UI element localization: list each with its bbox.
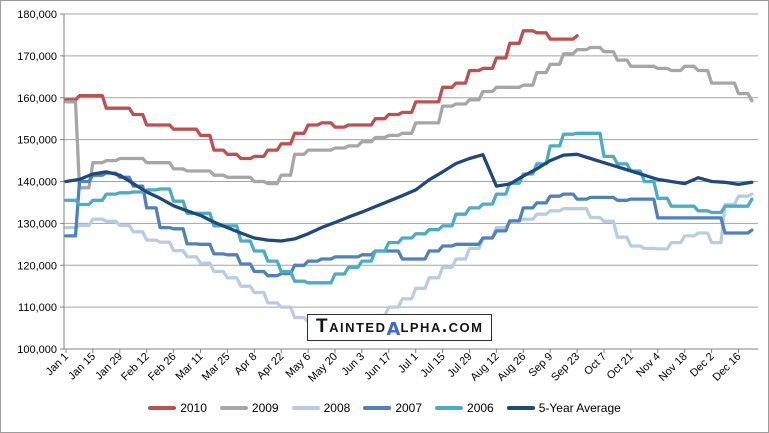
- watermark-prefix: Tainted: [316, 316, 387, 337]
- chart-legend: 2010 2009 2008 2007 2006 5-Year Average: [1, 401, 768, 415]
- legend-swatch: [219, 406, 248, 410]
- x-axis-label: Feb 26: [146, 351, 179, 384]
- series-line-2009: [64, 45, 754, 190]
- x-axis-label: Dec 16: [710, 351, 743, 384]
- legend-label: 2010: [180, 401, 207, 415]
- x-axis-label: Jul 15: [418, 351, 447, 380]
- x-axis-label: Feb 12: [119, 351, 152, 384]
- y-axis-label: 100,000: [17, 344, 57, 356]
- x-axis-label: Mar 25: [200, 351, 233, 384]
- legend-item-2006: 2006: [435, 401, 494, 415]
- x-axis-label: Apr 22: [255, 351, 286, 382]
- y-axis-label: 120,000: [17, 260, 57, 272]
- y-axis-label: 170,000: [17, 51, 57, 63]
- series-line-2007: [64, 171, 754, 278]
- x-axis-label: Mar 11: [174, 351, 206, 383]
- watermark: Taintedαlpha.com: [307, 312, 493, 341]
- x-axis-label: Nov 18: [657, 351, 690, 384]
- x-axis-label: Jun 17: [362, 351, 394, 383]
- series-line-2006: [64, 131, 754, 285]
- y-axis-label: 140,000: [17, 177, 57, 189]
- y-axis-label: 150,000: [17, 135, 57, 147]
- legend-swatch: [435, 406, 464, 410]
- x-axis-label: Sep 23: [549, 351, 582, 384]
- x-axis-label: Oct 21: [605, 351, 636, 382]
- x-axis-label: Jan 15: [66, 351, 98, 383]
- series-line-5-year-average: [64, 152, 754, 243]
- x-axis-label: Jan 29: [93, 351, 125, 383]
- legend-item-2010: 2010: [148, 401, 207, 415]
- watermark-alpha: α: [386, 312, 401, 341]
- legend-label: 2008: [323, 401, 351, 415]
- legend-swatch: [291, 406, 320, 410]
- legend-item-5-year-average: 5-Year Average: [506, 401, 621, 415]
- legend-label: 5-Year Average: [538, 401, 621, 415]
- watermark-suffix: lpha.com: [400, 316, 484, 337]
- legend-label: 2007: [395, 401, 423, 415]
- legend-label: 2009: [251, 401, 279, 415]
- legend-item-2009: 2009: [219, 401, 279, 415]
- x-axis-label: Jul 1: [396, 351, 421, 376]
- legend-swatch: [506, 406, 535, 410]
- legend-item-2008: 2008: [291, 401, 351, 415]
- y-axis-label: 130,000: [17, 218, 57, 230]
- x-axis-label: Aug 26: [495, 351, 528, 384]
- y-axis-label: 180,000: [17, 9, 57, 21]
- y-axis-label: 160,000: [17, 93, 57, 105]
- series-line-2010: [64, 29, 579, 161]
- legend-item-2007: 2007: [363, 401, 422, 415]
- series-line-2008: [64, 192, 754, 328]
- x-axis-label: Aug 12: [468, 351, 501, 384]
- legend-label: 2006: [467, 401, 494, 415]
- y-axis-label: 110,000: [18, 302, 57, 314]
- legend-swatch: [148, 406, 177, 410]
- x-axis-label: May 20: [306, 351, 340, 385]
- legend-swatch: [363, 406, 392, 410]
